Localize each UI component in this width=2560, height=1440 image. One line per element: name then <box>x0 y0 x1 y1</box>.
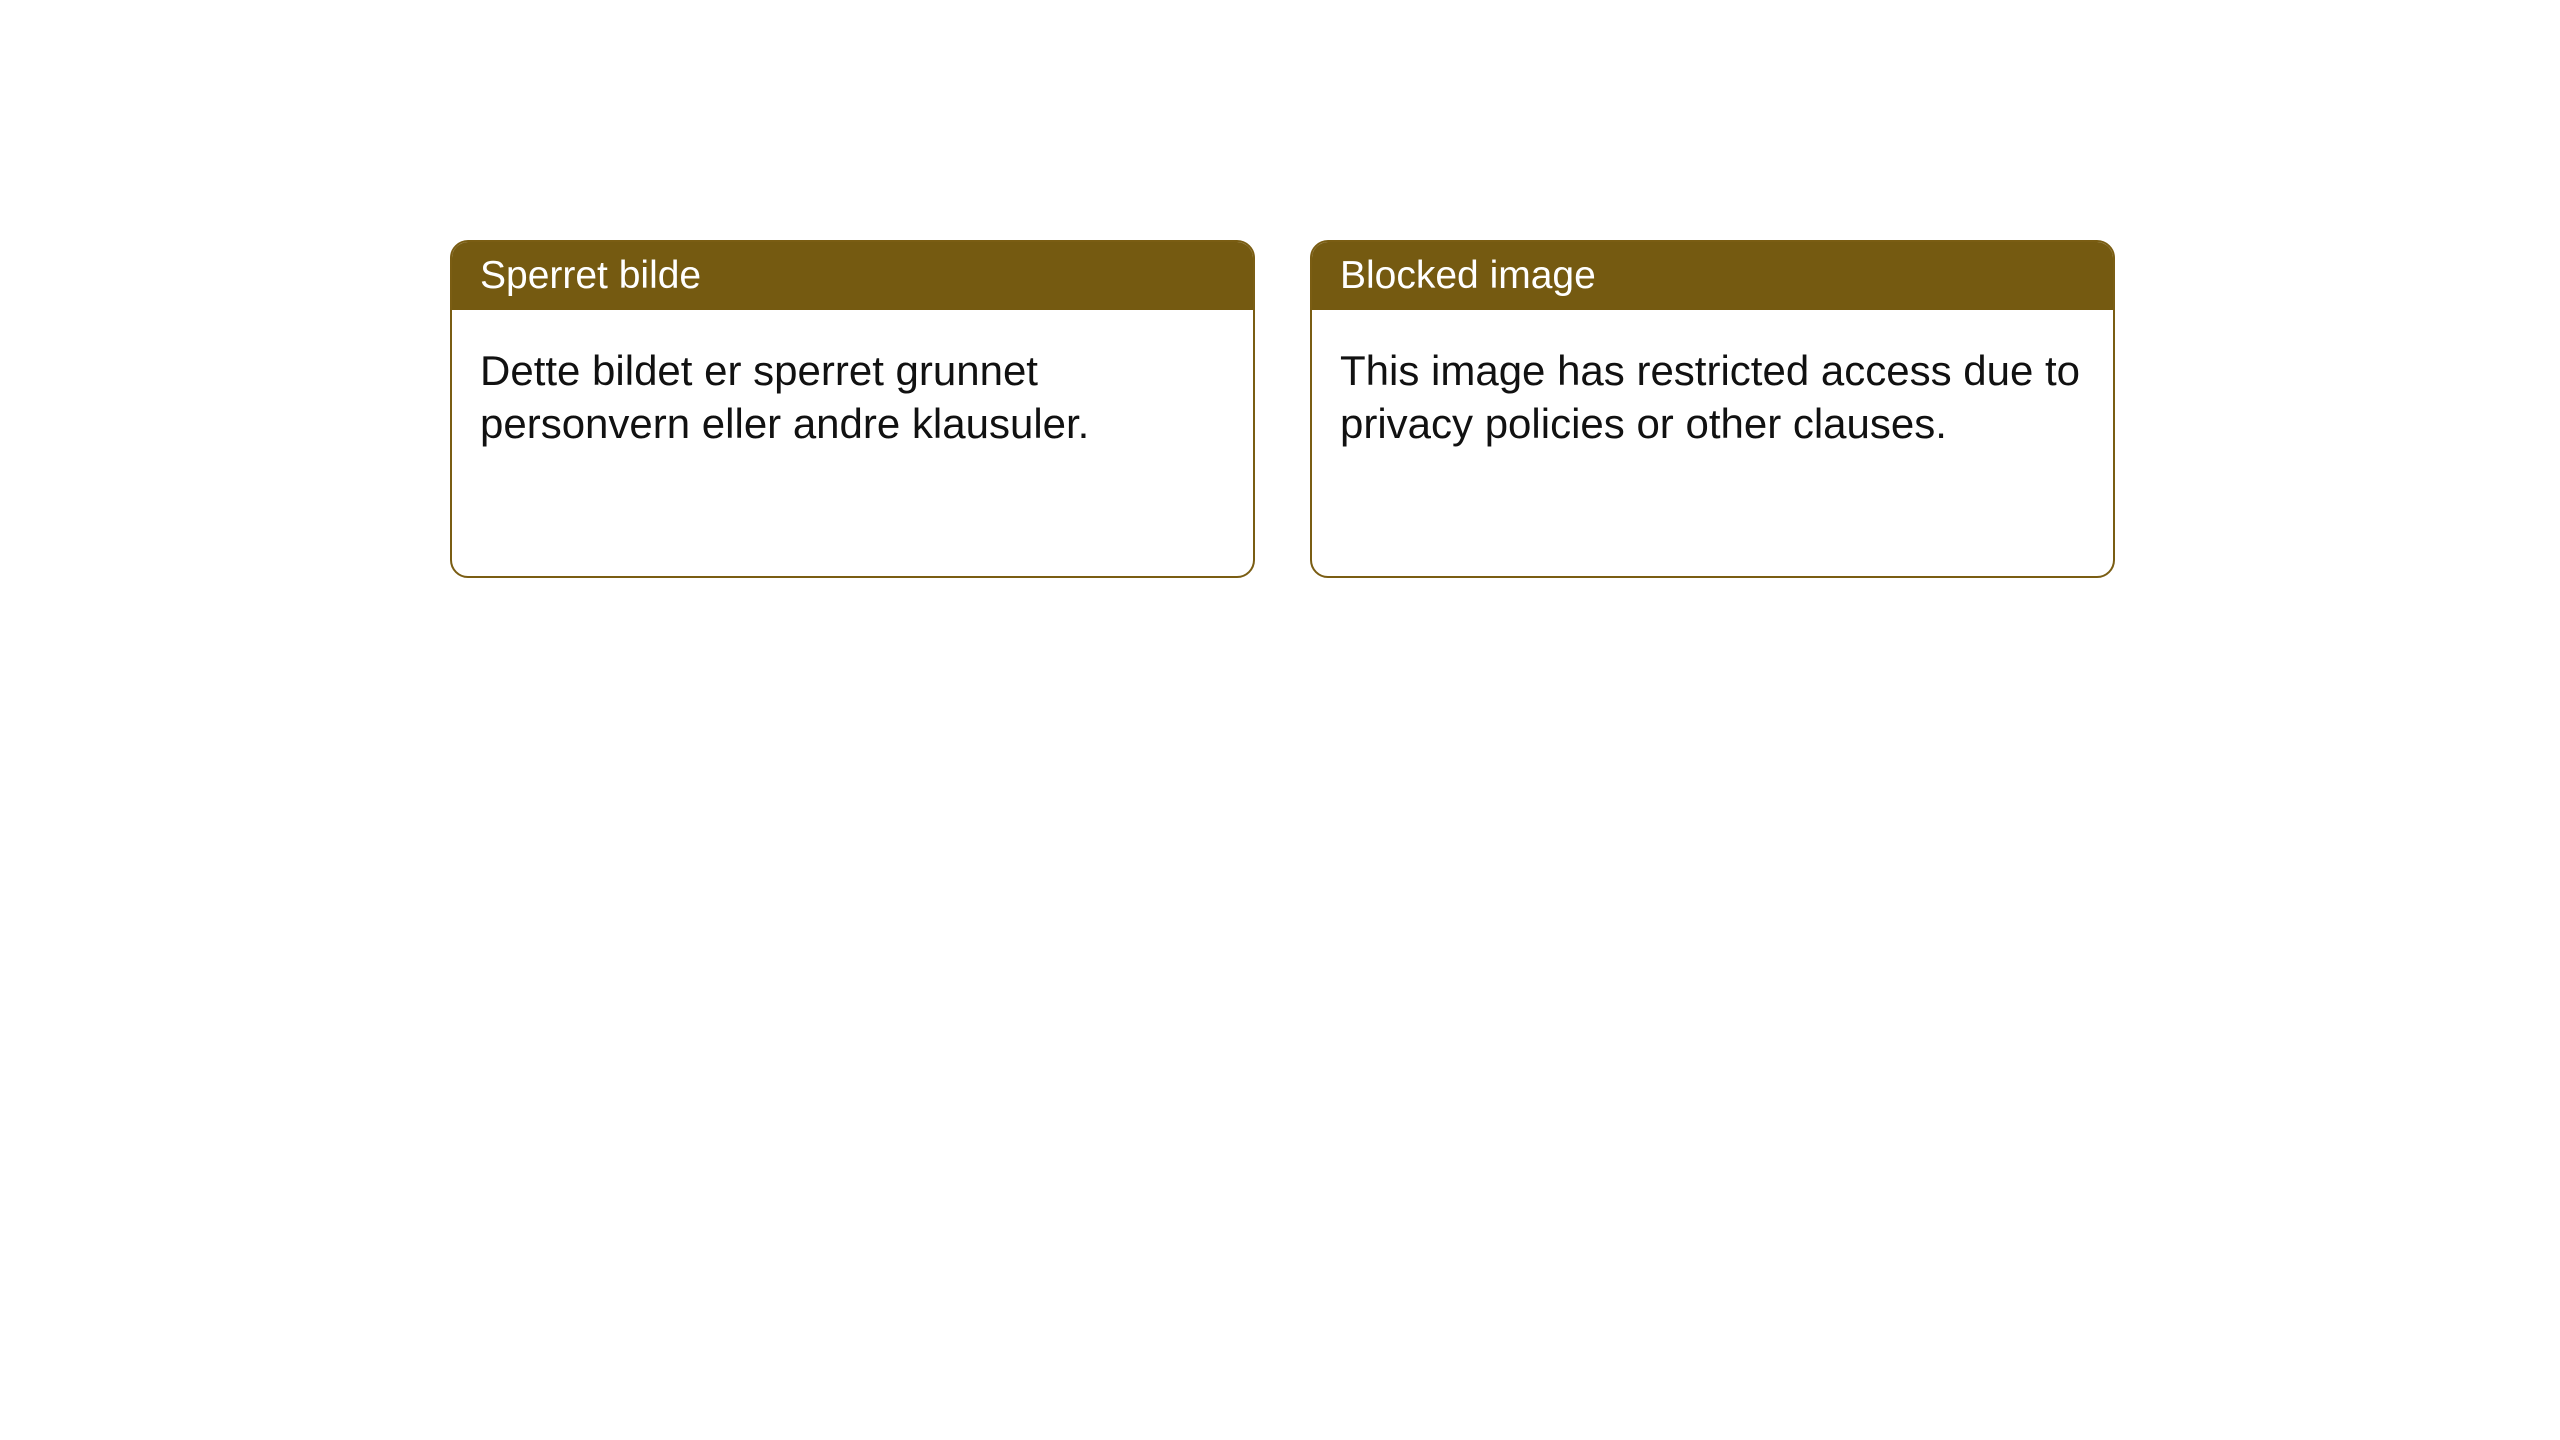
card-header-en: Blocked image <box>1312 242 2113 310</box>
blocked-image-cards: Sperret bilde Dette bildet er sperret gr… <box>450 240 2115 578</box>
card-header-no: Sperret bilde <box>452 242 1253 310</box>
card-message-no: Dette bildet er sperret grunnet personve… <box>480 347 1089 447</box>
card-body-en: This image has restricted access due to … <box>1312 310 2113 485</box>
blocked-image-card-no: Sperret bilde Dette bildet er sperret gr… <box>450 240 1255 578</box>
card-title-en: Blocked image <box>1340 254 1596 297</box>
card-title-no: Sperret bilde <box>480 254 701 297</box>
card-body-no: Dette bildet er sperret grunnet personve… <box>452 310 1253 485</box>
card-message-en: This image has restricted access due to … <box>1340 347 2080 447</box>
blocked-image-card-en: Blocked image This image has restricted … <box>1310 240 2115 578</box>
